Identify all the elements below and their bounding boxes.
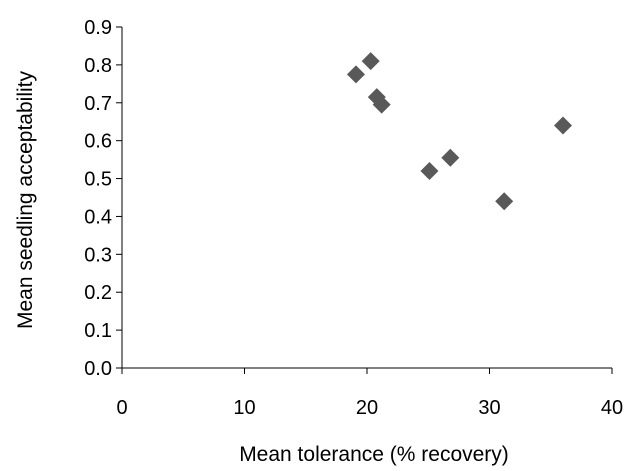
data-point [372, 95, 391, 114]
y-tick-label: 0.6 [84, 131, 112, 153]
data-point [495, 192, 514, 211]
data-points [346, 52, 572, 211]
data-point [554, 116, 572, 135]
y-tick-label: 0.3 [84, 244, 112, 266]
x-tick-label: 20 [356, 397, 378, 419]
x-tick-label: 30 [478, 397, 500, 419]
y-tick-label: 0.5 [84, 169, 112, 191]
data-point [346, 65, 365, 84]
y-axis-ticks: 0.0 0.1 0.2 0.3 0.4 0.5 0.6 0.7 0.8 0.9 [84, 17, 122, 380]
y-tick-label: 0.4 [84, 206, 112, 228]
x-tick-label: 0 [116, 397, 127, 419]
x-tick-label: 40 [601, 397, 623, 419]
y-tick-label: 0.9 [84, 17, 112, 39]
y-tick-label: 0.8 [84, 55, 112, 77]
y-tick-label: 0.7 [84, 93, 112, 115]
y-tick-label: 0.1 [84, 320, 112, 342]
data-point [361, 52, 380, 71]
y-tick-label: 0.2 [84, 282, 112, 304]
x-axis-title: Mean tolerance (% recovery) [239, 443, 509, 466]
data-point [441, 148, 460, 167]
data-point [420, 161, 439, 180]
x-tick-label: 10 [233, 397, 255, 419]
x-axis-ticks: 0 10 20 30 40 [116, 368, 623, 419]
y-tick-label: 0.0 [84, 358, 112, 380]
y-axis-title: Mean seedling acceptability [14, 71, 37, 329]
